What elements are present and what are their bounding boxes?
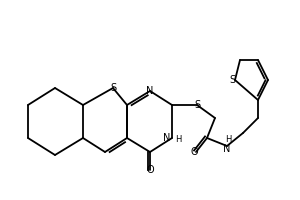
- Text: O: O: [146, 165, 154, 175]
- Text: N: N: [146, 86, 154, 96]
- Text: N: N: [223, 144, 231, 154]
- Text: N: N: [163, 133, 170, 143]
- Text: S: S: [229, 75, 235, 85]
- Text: O: O: [190, 147, 198, 157]
- Text: H: H: [175, 134, 181, 144]
- Text: S: S: [110, 83, 116, 93]
- Text: H: H: [225, 136, 231, 144]
- Text: S: S: [194, 100, 200, 110]
